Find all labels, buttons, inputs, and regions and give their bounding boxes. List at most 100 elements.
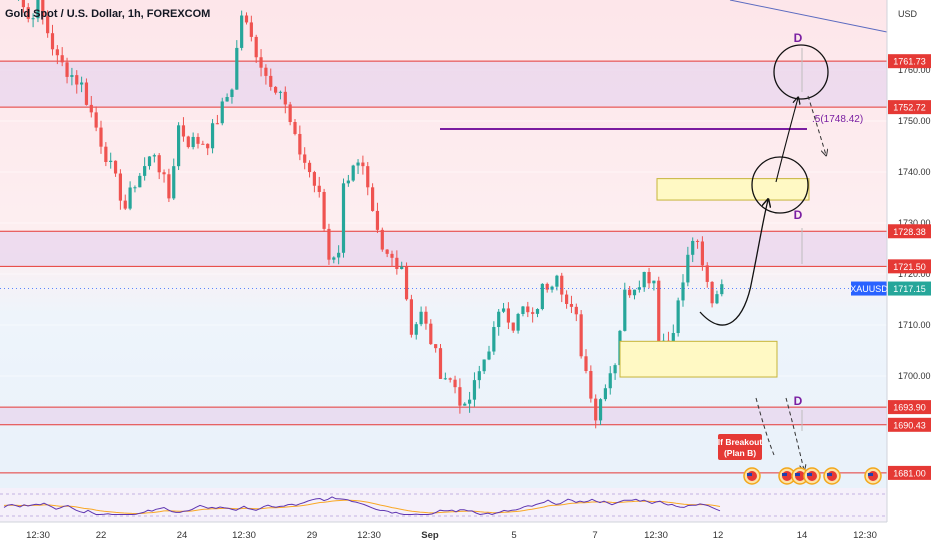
candle-body (41, 0, 45, 17)
candle-body (526, 306, 530, 313)
candle-body (458, 387, 462, 406)
target-circle (751, 156, 809, 214)
level-price-tag-text: 1690.43 (893, 420, 926, 430)
candle-body (89, 104, 93, 113)
candle-body (676, 300, 680, 334)
candle-body (404, 266, 409, 300)
candle-body (220, 101, 224, 124)
time-tick-label: 22 (96, 530, 107, 541)
price-tick-label: 1710.00 (898, 320, 931, 330)
level-price-tag-text: 1752.72 (893, 103, 926, 113)
candle-body (278, 91, 283, 93)
candle-body (274, 86, 278, 93)
alt-projection-path (785, 397, 804, 470)
candle-body (569, 303, 574, 307)
level-price-tag (888, 224, 931, 239)
time-tick-label: 12:30 (853, 530, 877, 541)
candle-body (181, 125, 186, 137)
current-price-tag-text: 1717.15 (893, 284, 926, 294)
currency-label: USD (898, 9, 918, 19)
candle-body (695, 240, 700, 242)
candle-body (167, 174, 171, 199)
candle-body (652, 280, 656, 284)
us-flag-event-icon (747, 473, 752, 476)
candle-body (395, 257, 399, 270)
candle-body (531, 312, 535, 314)
level-price-tag (888, 54, 931, 69)
price-tick-label: 1700.00 (898, 371, 931, 381)
candle-body (157, 155, 161, 173)
candle-body (463, 403, 467, 406)
candle-body (589, 370, 593, 399)
candle-body (637, 287, 641, 290)
candle-body (511, 322, 515, 331)
candle-body (225, 96, 229, 102)
candle-body (162, 172, 166, 175)
time-tick-label: 12 (713, 530, 724, 541)
candle-body (419, 311, 423, 325)
candle-body (249, 22, 253, 37)
level-price-tag-text: 1728.38 (893, 227, 926, 237)
time-tick-label: 12:30 (26, 530, 50, 541)
level-price-tag (888, 400, 931, 415)
price-tick-label: 1760.00 (898, 65, 931, 75)
candle-body (443, 378, 447, 380)
supply-demand-zone (0, 231, 887, 267)
candle-body (298, 133, 302, 155)
candle-body (123, 200, 127, 209)
us-flag-event-icon (782, 473, 787, 476)
time-axis[interactable] (0, 522, 932, 550)
pattern-point-label: D (794, 394, 803, 408)
candle-body (186, 136, 190, 148)
candle-body (147, 156, 152, 167)
candle-body (521, 306, 525, 314)
candle-body (584, 356, 588, 371)
candle-body (540, 283, 544, 310)
candle-body (303, 154, 307, 163)
candle-body (628, 289, 632, 296)
candle-body (177, 125, 181, 167)
plan-b-callout (718, 434, 762, 460)
candle-body (201, 143, 205, 145)
candle-body (409, 299, 413, 335)
candle-body (361, 162, 365, 167)
plan-b-callout-text: (Plan B) (724, 448, 756, 458)
pattern-point-label: D (794, 31, 803, 45)
candle-body (341, 183, 346, 253)
candle-body (453, 379, 457, 388)
time-tick-label: 12:30 (644, 530, 668, 541)
candle-body (560, 275, 564, 295)
demand-zone-box (619, 340, 778, 378)
candle-body (36, 0, 40, 19)
candle-body (438, 348, 443, 379)
candle-body (516, 313, 520, 331)
candle-body (113, 160, 118, 174)
candle-body (206, 143, 210, 149)
price-tick-label: 1720.00 (898, 269, 931, 279)
time-tick-label: 12:30 (357, 530, 381, 541)
candle-body (307, 162, 312, 173)
candles-layer (18, 0, 724, 429)
candle-body (550, 286, 554, 290)
candle-body (152, 155, 156, 157)
candle-body (230, 89, 234, 97)
candle-body (196, 136, 200, 144)
candle-body (375, 210, 380, 230)
projection-path (699, 200, 768, 326)
us-flag-event-icon (827, 473, 832, 476)
candle-body (210, 123, 215, 149)
zones-layer (0, 60, 887, 474)
candle-body (468, 399, 472, 404)
candle-body (603, 388, 607, 400)
candle-body (244, 15, 249, 23)
candle-body (235, 47, 239, 90)
candle-body (80, 82, 84, 85)
candle-body (579, 314, 583, 357)
level-price-tag-text: 1693.90 (893, 403, 926, 413)
candle-body (434, 344, 438, 349)
candle-body (269, 75, 273, 87)
time-tick-label: Sep (421, 530, 439, 541)
price-tick-label: 1730.00 (898, 218, 931, 228)
